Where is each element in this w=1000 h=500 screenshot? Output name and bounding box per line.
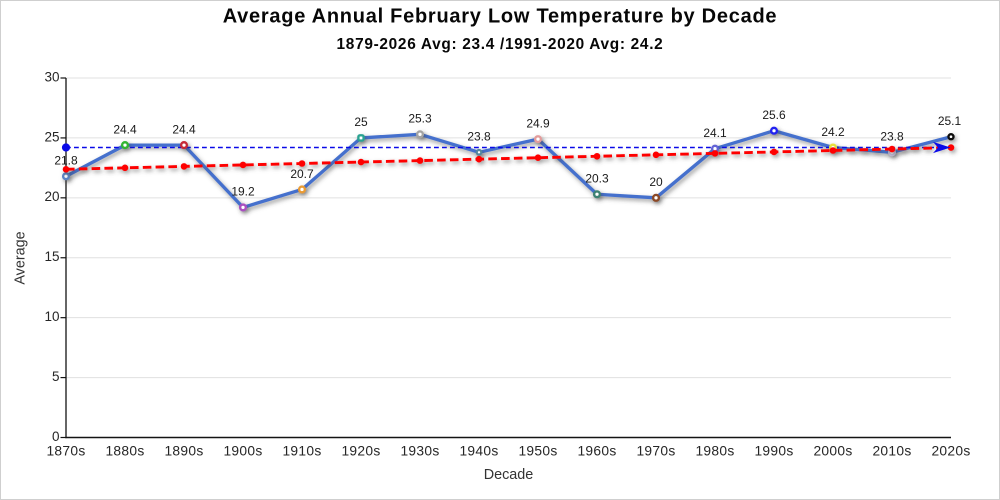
svg-text:1990s: 1990s [754,444,793,459]
svg-text:25.1: 25.1 [938,114,962,128]
svg-text:Decade: Decade [484,467,534,483]
svg-text:2000s: 2000s [813,444,852,459]
svg-text:1870s: 1870s [46,444,85,459]
svg-text:0: 0 [52,429,60,444]
svg-text:25.3: 25.3 [408,112,432,126]
svg-text:Average: Average [13,231,29,284]
svg-text:20: 20 [44,189,59,204]
svg-text:30: 30 [44,69,59,84]
svg-text:25: 25 [354,115,368,129]
svg-text:21.8: 21.8 [54,154,78,168]
svg-text:1940s: 1940s [459,444,498,459]
svg-text:5: 5 [52,369,60,384]
svg-text:1910s: 1910s [282,444,321,459]
svg-text:24.4: 24.4 [113,122,137,136]
svg-text:1890s: 1890s [164,444,203,459]
svg-text:1880s: 1880s [105,444,144,459]
svg-text:24.1: 24.1 [703,126,727,140]
svg-text:1970s: 1970s [636,444,675,459]
svg-text:24.2: 24.2 [821,125,845,139]
svg-text:24.4: 24.4 [172,122,196,136]
svg-text:1950s: 1950s [518,444,557,459]
svg-text:23.8: 23.8 [467,130,491,144]
svg-text:20.7: 20.7 [290,167,314,181]
svg-text:1930s: 1930s [400,444,439,459]
svg-text:Average Annual February Low Te: Average Annual February Low Temperature … [223,5,778,27]
svg-text:1879-2026 Avg: 23.4 /1991-2020: 1879-2026 Avg: 23.4 /1991-2020 Avg: 24.2 [337,36,664,53]
svg-text:1920s: 1920s [341,444,380,459]
svg-text:10: 10 [44,309,59,324]
svg-text:24.9: 24.9 [526,116,550,130]
svg-text:1900s: 1900s [223,444,262,459]
svg-text:20: 20 [649,175,663,189]
svg-text:25: 25 [44,129,59,144]
svg-text:15: 15 [44,249,59,264]
svg-text:23.8: 23.8 [880,130,904,144]
svg-text:19.2: 19.2 [231,185,255,199]
svg-text:25.6: 25.6 [762,108,786,122]
svg-text:1980s: 1980s [695,444,734,459]
svg-text:2020s: 2020s [931,444,970,459]
svg-text:20.3: 20.3 [585,172,609,186]
svg-text:1960s: 1960s [577,444,616,459]
svg-text:2010s: 2010s [872,444,911,459]
